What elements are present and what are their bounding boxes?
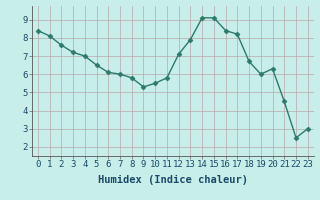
X-axis label: Humidex (Indice chaleur): Humidex (Indice chaleur)	[98, 175, 248, 185]
